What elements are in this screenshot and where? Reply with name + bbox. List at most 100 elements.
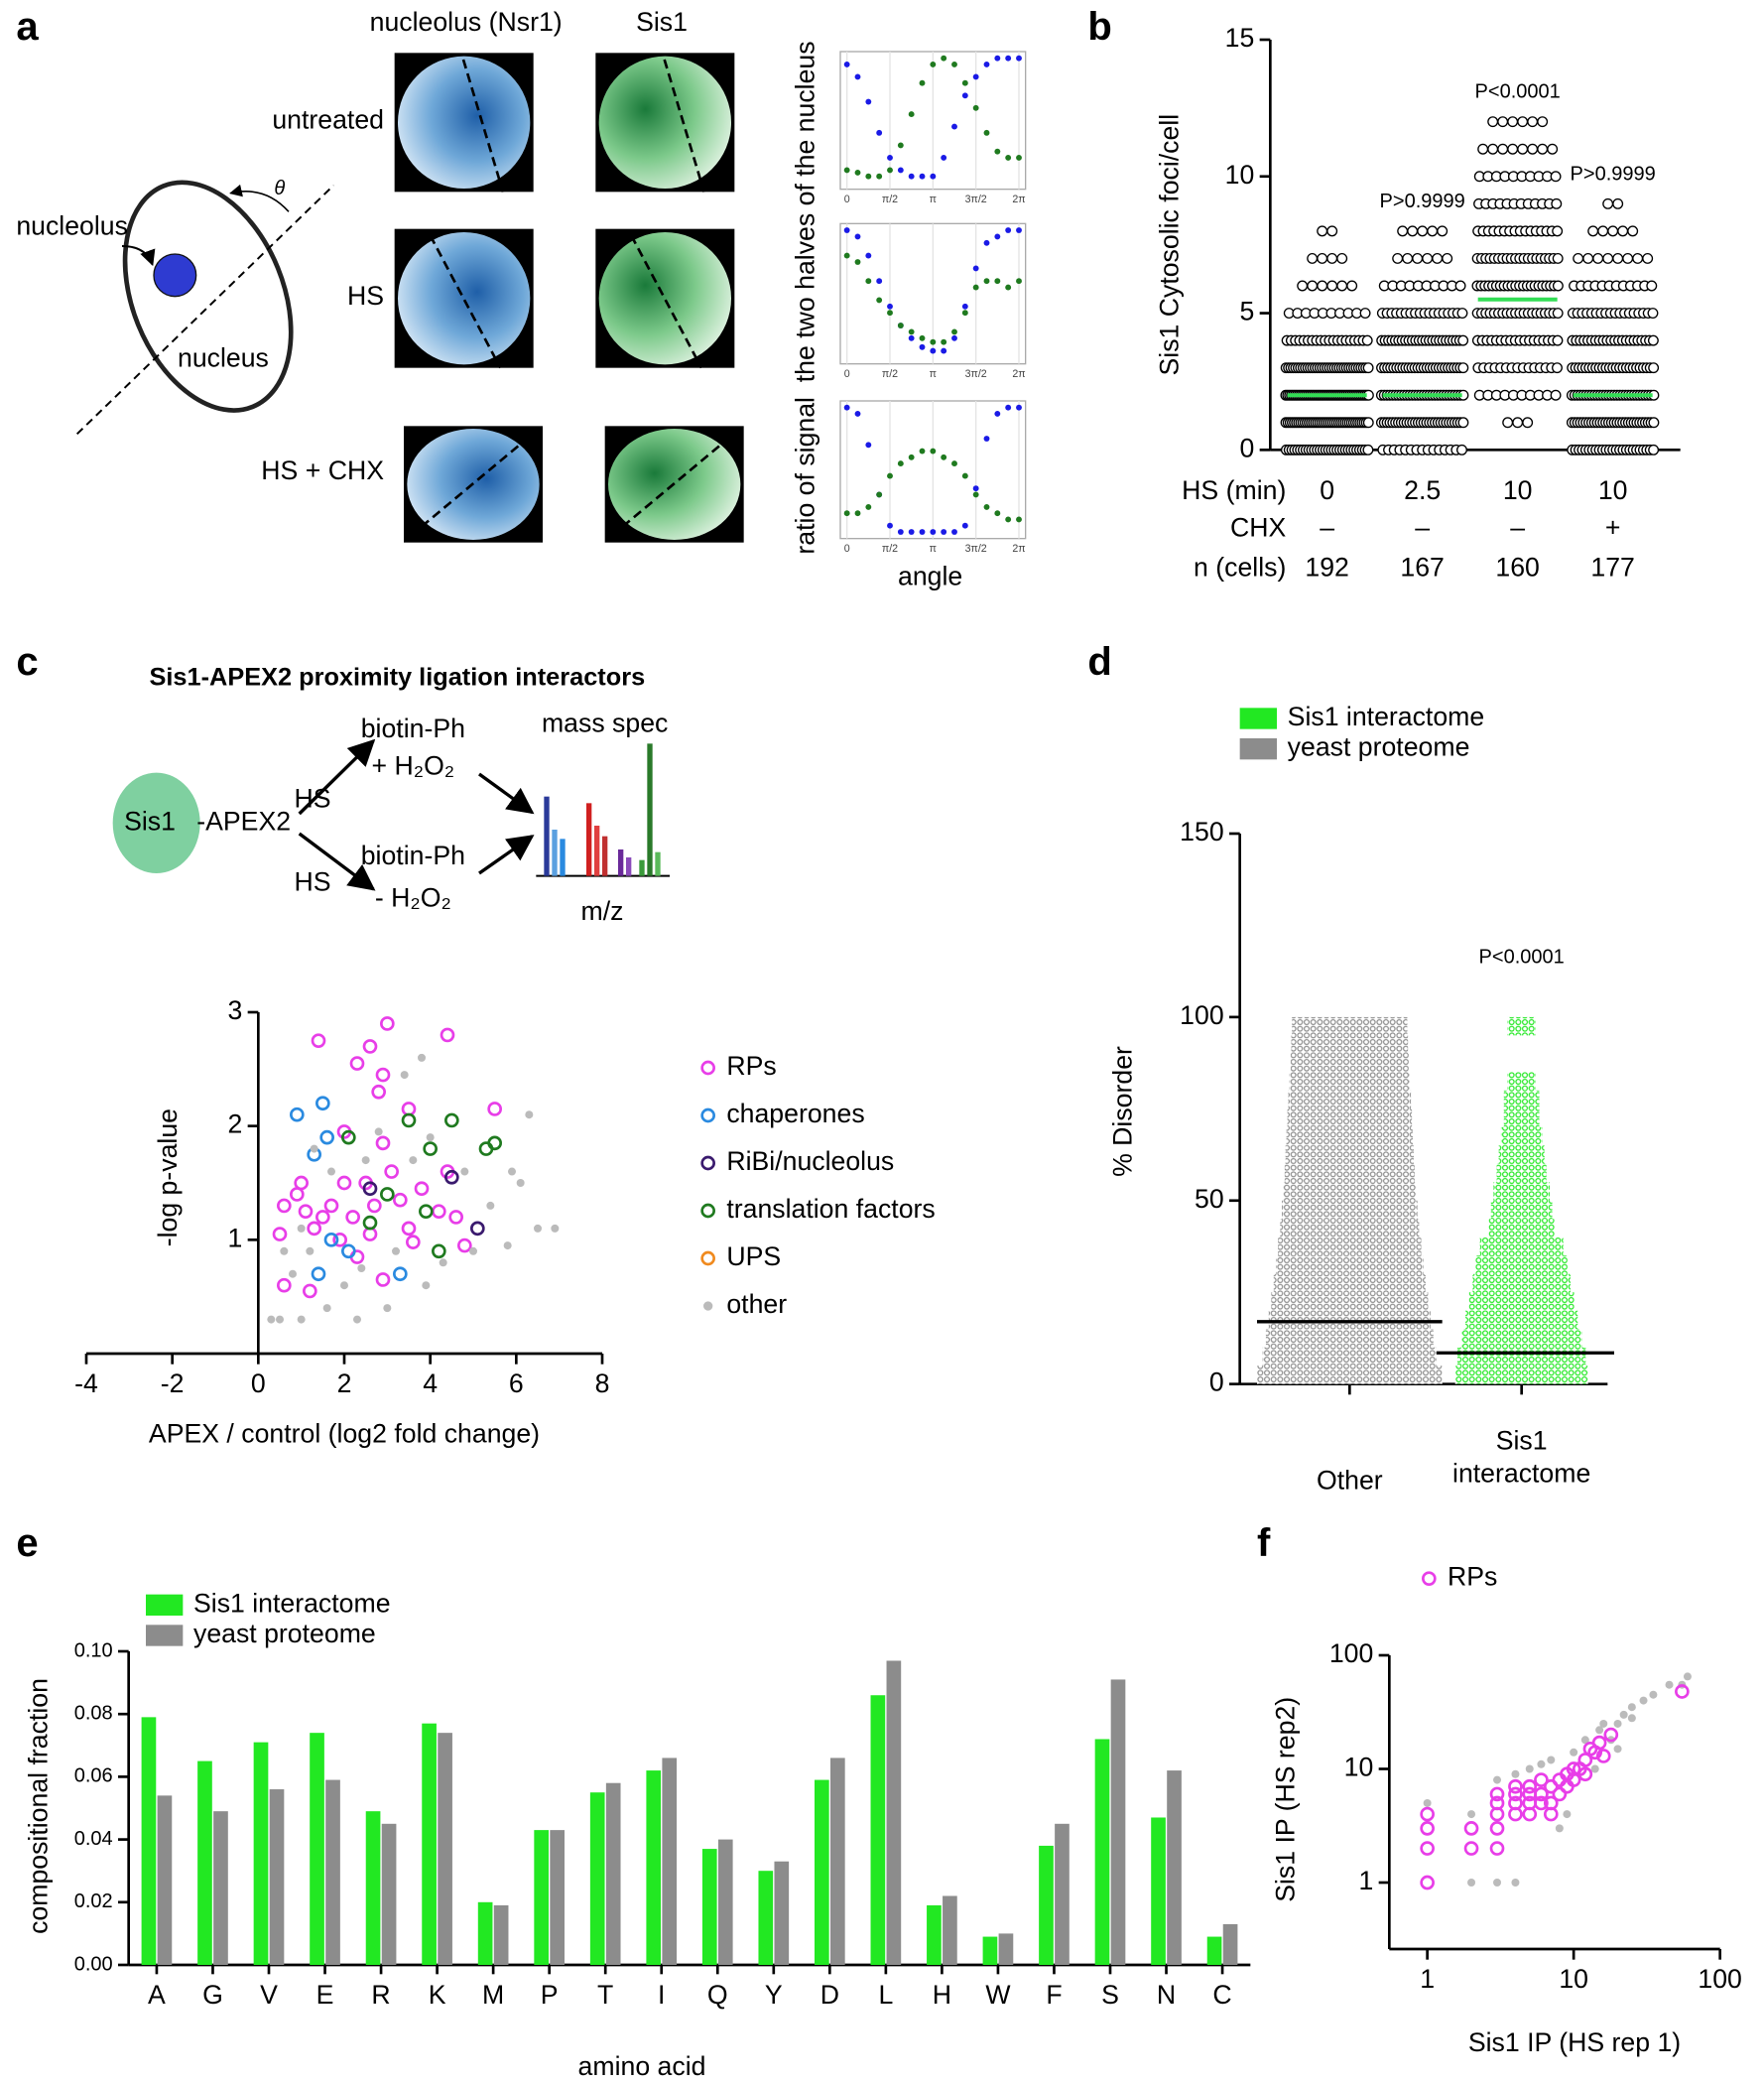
dot-row	[1375, 417, 1469, 429]
table-cell: 10	[1598, 475, 1628, 505]
x-tick-label: C	[1212, 1980, 1231, 2010]
data-point	[1602, 252, 1614, 264]
data-point	[1619, 1710, 1628, 1719]
bar	[646, 1770, 662, 1965]
data-point	[930, 448, 937, 455]
data-point	[303, 1283, 317, 1299]
data-point	[423, 1141, 438, 1156]
data-point	[422, 1281, 431, 1290]
x-tick-label: H	[933, 1980, 951, 2010]
data-point	[887, 522, 893, 529]
data-point	[1522, 417, 1534, 429]
data-point	[319, 1129, 334, 1145]
legend-label: Sis1 interactome	[1288, 702, 1485, 731]
swarm-band	[1262, 1347, 1437, 1367]
data-point	[941, 347, 947, 354]
data-point	[440, 1027, 455, 1043]
y-axis-label: Sis1 Cytosolic foci/cell	[1154, 114, 1184, 376]
data-point	[897, 460, 904, 466]
data-point	[272, 1227, 288, 1241]
data-point	[1005, 404, 1012, 411]
bar	[141, 1717, 157, 1965]
data-point	[1493, 1879, 1502, 1888]
data-point	[1612, 252, 1624, 264]
data-point	[897, 323, 904, 328]
x-tick-label: L	[878, 1980, 893, 2010]
data-point	[1016, 404, 1022, 411]
data-point	[941, 155, 947, 161]
x-tick-label: 100	[1698, 1964, 1741, 1994]
legend-marker	[700, 1250, 715, 1266]
swarm-band	[1507, 1016, 1536, 1036]
dot-row	[1573, 252, 1654, 264]
data-point	[1005, 284, 1012, 291]
data-point	[426, 1133, 435, 1142]
swarm-band	[1493, 1182, 1550, 1201]
table-cell: 160	[1495, 552, 1539, 582]
dot-row	[1280, 417, 1374, 429]
data-point	[508, 1167, 516, 1176]
data-point	[327, 1167, 335, 1176]
data-point	[1543, 1795, 1559, 1811]
data-point	[854, 170, 861, 176]
dot-row	[1376, 334, 1469, 346]
label: HS	[294, 867, 330, 897]
bar	[815, 1779, 829, 1965]
data-point	[930, 173, 937, 180]
data-point	[444, 1112, 459, 1128]
x-tick-label: 3π/2	[965, 368, 987, 380]
swarm-band	[1291, 1035, 1409, 1054]
y-tick-label: 0.10	[74, 1639, 113, 1661]
data-point	[951, 529, 957, 535]
data-point	[298, 1204, 314, 1219]
bar	[438, 1733, 452, 1965]
data-point	[393, 1192, 408, 1208]
data-point	[311, 1033, 326, 1048]
x-tick-label: P	[541, 1980, 559, 2010]
data-point	[1362, 362, 1374, 374]
data-point	[487, 1102, 502, 1116]
x-tick-label: F	[1046, 1980, 1062, 2010]
data-point	[1522, 1778, 1538, 1794]
data-point	[1016, 516, 1022, 523]
bar	[605, 1782, 621, 1965]
x-tick-label: 2π	[1012, 543, 1025, 555]
data-point	[854, 510, 861, 517]
data-point	[1392, 252, 1404, 264]
data-point	[277, 1198, 292, 1214]
swarm-band	[1285, 1145, 1414, 1164]
data-point	[1566, 1761, 1581, 1776]
swarm-band	[1479, 1237, 1564, 1256]
x-tick-label: K	[429, 1980, 446, 2010]
dot-row	[1377, 444, 1467, 456]
data-point	[961, 79, 968, 86]
dot-row	[1376, 362, 1469, 374]
x-tick-label: V	[260, 1980, 278, 2010]
data-point	[401, 1112, 417, 1128]
data-point	[1336, 280, 1348, 292]
data-point	[843, 167, 850, 174]
data-point	[311, 1266, 326, 1282]
y-tick-label: 2	[228, 1109, 243, 1139]
data-point	[908, 454, 915, 460]
x-tick-label: D	[820, 1980, 839, 2010]
swarm-band	[1265, 1329, 1434, 1348]
dot-row	[1397, 225, 1449, 237]
legend-swatch	[1239, 738, 1277, 760]
y-tick-label: 0	[1209, 1368, 1224, 1397]
bar	[1055, 1823, 1070, 1965]
data-point	[1534, 1786, 1549, 1802]
label: - H₂O₂	[375, 883, 451, 913]
micrograph	[398, 232, 531, 365]
data-point	[1612, 197, 1624, 209]
legend-label: chaperones	[726, 1099, 864, 1128]
data-point	[1552, 308, 1564, 320]
data-point	[994, 510, 1001, 517]
data-point	[1547, 1756, 1556, 1764]
label: m/z	[581, 896, 624, 926]
data-point	[469, 1246, 477, 1255]
data-point	[1397, 225, 1409, 237]
label: θ	[274, 178, 285, 199]
row-label: untreated	[272, 105, 384, 135]
swarm-band	[1496, 1163, 1547, 1183]
